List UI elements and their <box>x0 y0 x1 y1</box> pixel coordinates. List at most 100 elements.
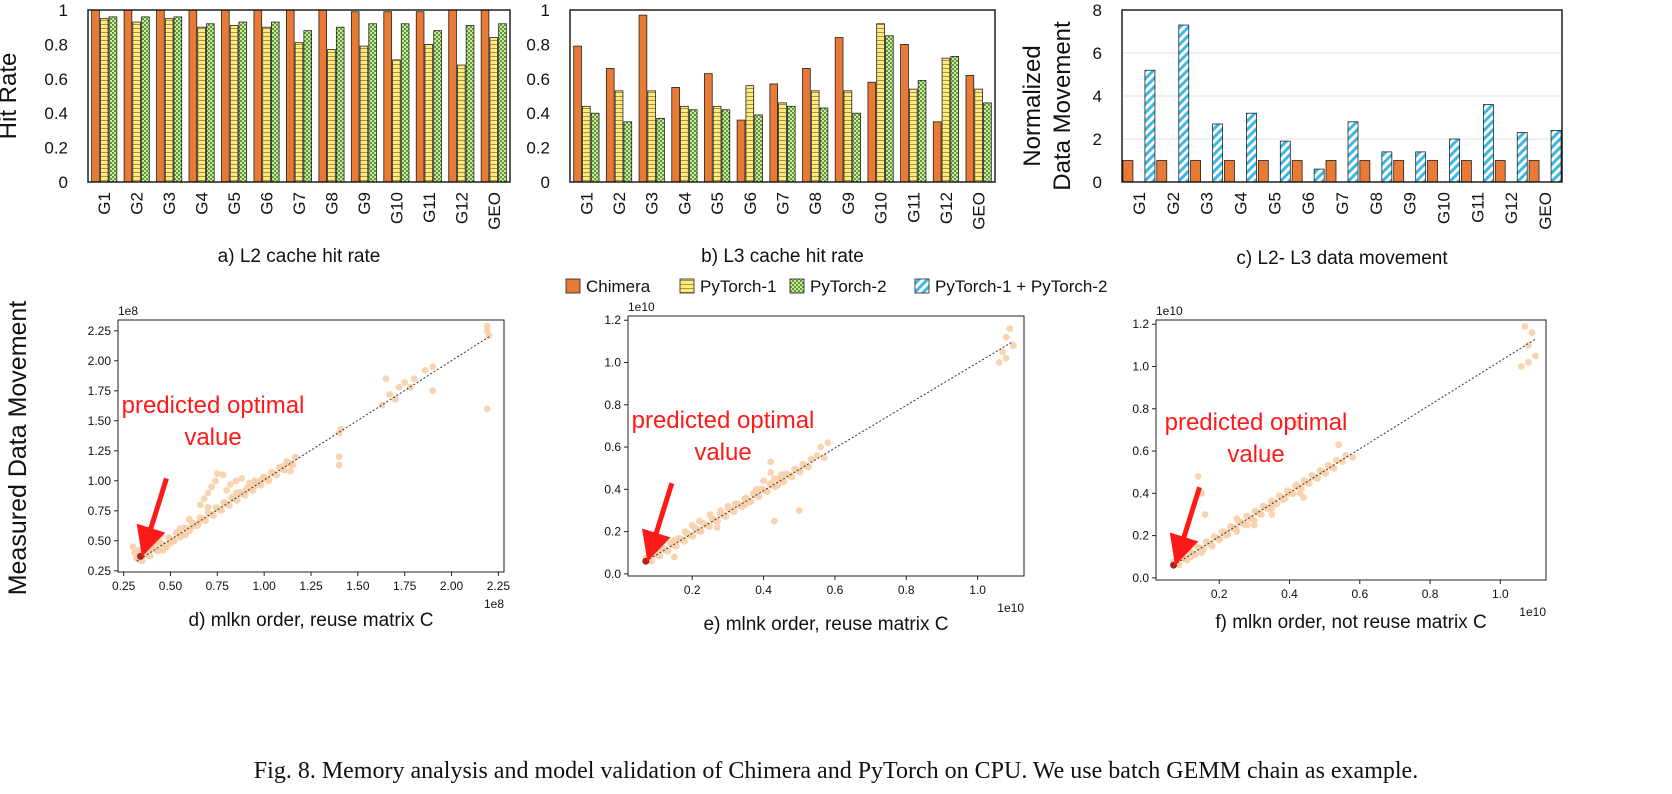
bar-b-chimera-g12 <box>932 121 942 183</box>
bar-c-pytorch-1-pytorch-2-g11 <box>1482 104 1494 183</box>
data-point <box>1009 342 1017 349</box>
x-tick-label: G2 <box>128 192 147 215</box>
data-point <box>157 531 165 539</box>
data-point <box>1224 530 1232 538</box>
bar-b-chimera-g4 <box>671 87 680 183</box>
x-tick-label: G6 <box>258 192 277 215</box>
x-tick-label: 0.4 <box>755 583 772 597</box>
plot-frame <box>569 9 996 183</box>
data-point <box>1264 505 1273 513</box>
annotation-arrow <box>1169 486 1202 566</box>
data-point <box>225 501 233 509</box>
x-tick-label: G6 <box>741 192 760 215</box>
bar-a-chimera-g3 <box>156 9 165 183</box>
annotation-text: predicted optimal <box>632 407 815 434</box>
data-point <box>713 523 721 531</box>
y-tick-label: 2 <box>1093 130 1102 149</box>
bar-a-pytorch-1-geo <box>489 37 499 183</box>
y-tick-label: 0.2 <box>44 139 68 158</box>
data-point <box>170 537 178 545</box>
figure-caption: Fig. 8. Memory analysis and model valida… <box>253 758 1419 784</box>
data-point <box>429 363 437 371</box>
bar-c-pytorch-1-pytorch-2-g5 <box>1279 140 1291 183</box>
data-point <box>796 468 804 476</box>
data-point <box>204 503 212 511</box>
panel-caption: d) mlkn order, reuse matrix C <box>189 610 434 631</box>
y-tick-label: 0.4 <box>1132 486 1149 500</box>
bar-a-pytorch-1-g5 <box>229 25 239 183</box>
bar-b-pytorch-2-g11 <box>917 80 927 183</box>
annotation-arrow <box>641 482 675 562</box>
data-point <box>817 443 825 451</box>
chart-panel-e: 0.2 0.4 0.6 0.8 1.0 0.0 0.2 0.4 0.6 0.8 1.0 1.2 1e10… <box>604 300 1025 635</box>
bar-c-chimera-g12 <box>1494 160 1506 183</box>
data-point <box>795 507 803 514</box>
data-point <box>200 495 208 503</box>
x-tick-label: G11 <box>904 192 923 223</box>
data-point <box>209 511 217 519</box>
data-point <box>227 481 234 488</box>
y-tick-label: 0.4 <box>526 104 550 123</box>
bar-b-pytorch-1-g2 <box>614 90 624 183</box>
y-tick-label: 0.75 <box>88 504 112 518</box>
fit-line <box>645 340 1014 562</box>
x-tick-label: 1.50 <box>346 579 370 593</box>
bar-b-pytorch-1-g9 <box>843 90 853 183</box>
bar-c-chimera-g9 <box>1393 160 1405 183</box>
bar-b-chimera-g1 <box>573 45 582 183</box>
legend-label: PyTorch-1 + PyTorch-2 <box>935 277 1107 296</box>
y-tick-label: 0.8 <box>604 398 621 412</box>
bar-c-pytorch-1-pytorch-2-g9 <box>1415 151 1427 183</box>
x-tick-label: 0.75 <box>206 579 230 593</box>
y-tick-label: 0.0 <box>1132 571 1149 585</box>
bar-c-chimera-geo <box>1528 160 1540 183</box>
y-tick-label: 0 <box>541 173 550 192</box>
data-point <box>1528 329 1536 337</box>
bar-c-chimera-g8 <box>1359 160 1371 183</box>
bar-a-pytorch-1-g2 <box>132 21 141 183</box>
data-point <box>767 469 775 476</box>
data-point <box>201 516 210 525</box>
y-tick-label: 0.0 <box>604 567 621 581</box>
bar-b-pytorch-2-g6 <box>754 114 763 183</box>
x-tick-label: GEO <box>970 192 989 230</box>
y-tick-label: 0.6 <box>604 440 621 454</box>
data-point <box>401 379 409 386</box>
bar-c-chimera-g10 <box>1427 160 1438 183</box>
data-point <box>1194 473 1202 480</box>
bar-b-pytorch-1-g10 <box>876 23 885 183</box>
x-tick-label: G3 <box>643 192 662 215</box>
bar-a-pytorch-1-g3 <box>164 18 174 183</box>
panel-caption: f) mlkn order, not reuse matrix C <box>1215 612 1486 633</box>
y-tick-label: 2.00 <box>88 354 112 368</box>
bar-a-chimera-geo <box>480 9 490 183</box>
bar-c-chimera-g11 <box>1460 160 1472 183</box>
x-tick-label: G5 <box>225 192 244 215</box>
y-tick-label: 1.0 <box>1132 360 1149 374</box>
data-point <box>680 537 689 545</box>
bar-b-pytorch-2-geo <box>983 102 992 183</box>
y-tick-label: 0.8 <box>44 35 68 54</box>
x-tick-label: 0.25 <box>112 579 136 593</box>
bar-b-pytorch-2-g8 <box>819 107 829 183</box>
x-tick-label: 0.2 <box>684 583 701 597</box>
y-tick-label: 0.6 <box>1132 444 1149 458</box>
x-tick-label: G7 <box>1333 192 1352 215</box>
bar-a-pytorch-2-g5 <box>238 21 248 183</box>
data-point <box>335 461 343 469</box>
x-tick-label: 1.0 <box>969 583 986 597</box>
y-offset-label: 1e8 <box>118 304 138 318</box>
legend: Chimera PyTorch-1 PyTorch-2 PyTorch-1 + PyT… <box>565 277 1107 296</box>
bar-b-pytorch-1-g11 <box>908 88 918 183</box>
legend-label: PyTorch-2 <box>810 277 887 296</box>
data-point <box>291 453 299 461</box>
data-point <box>1300 494 1307 501</box>
y-tick-label: 0.8 <box>526 35 550 54</box>
bar-b-pytorch-2-g9 <box>852 112 861 183</box>
bar-b-chimera-g10 <box>867 81 877 183</box>
data-point <box>1342 451 1350 459</box>
y-tick-label: 0 <box>1093 173 1102 192</box>
data-point <box>421 367 429 374</box>
data-point <box>265 476 273 484</box>
bar-b-pytorch-1-g7 <box>778 102 787 183</box>
